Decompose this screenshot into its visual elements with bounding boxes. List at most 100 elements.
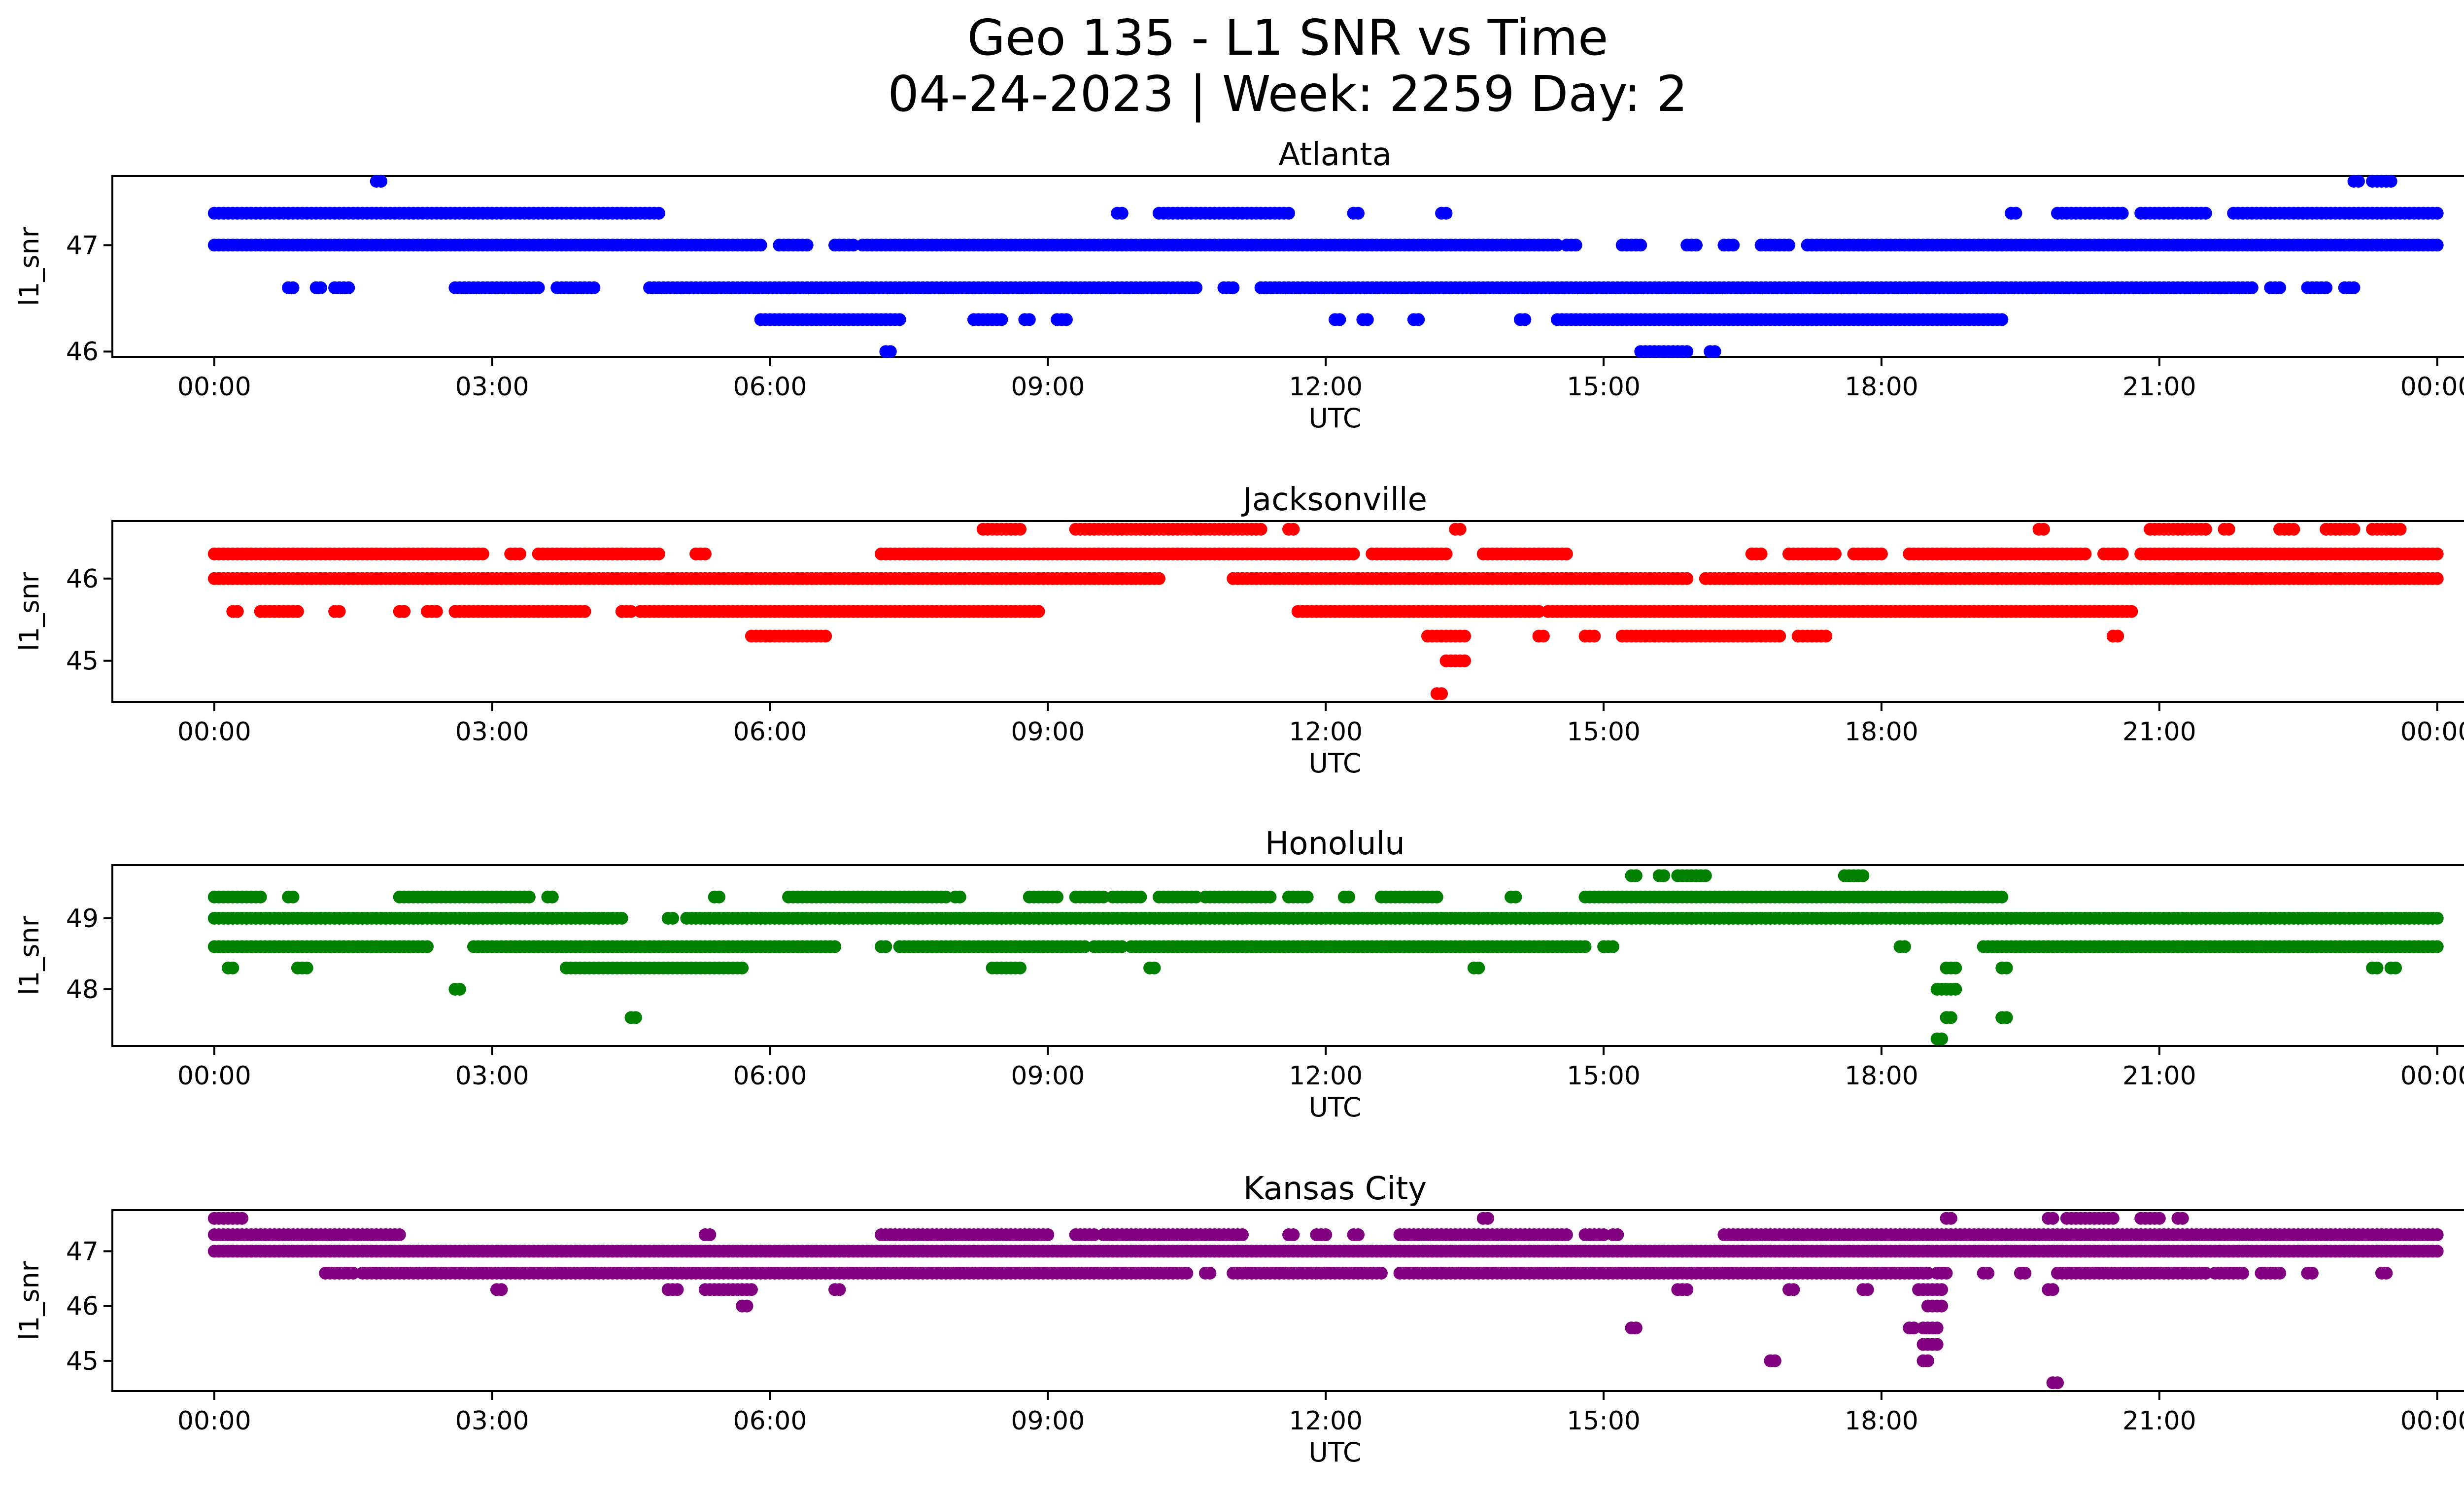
figure-subtitle: 04-24-2023 | Week: 2259 Day: 2 [888, 65, 1688, 123]
data-point [2347, 522, 2361, 536]
data-point [333, 605, 346, 618]
data-point [2125, 605, 2138, 618]
y-tick-label: 46 [66, 564, 99, 594]
data-point [893, 313, 906, 326]
data-point [2019, 1266, 2032, 1280]
data-point [847, 239, 860, 252]
x-tick-label: 03:00 [455, 717, 529, 747]
data-point [231, 605, 244, 618]
x-tick-label: 21:00 [2122, 372, 2196, 402]
data-point [1453, 522, 1467, 536]
data-point [393, 1228, 406, 1241]
x-tick-label: 06:00 [733, 372, 807, 402]
data-point [1518, 313, 1532, 326]
x-axis-ticks: 00:00 03:00 06:00 09:00 12:00 15:00 18:00 21:00… [177, 357, 2464, 402]
y-axis-ticks: 45 46 [66, 564, 112, 676]
data-point [2245, 281, 2259, 294]
data-point [828, 940, 841, 953]
data-point [1254, 522, 1267, 536]
data-point [1014, 522, 1027, 536]
x-tick-label: 00:00 [2400, 372, 2464, 402]
data-point [2347, 281, 2361, 294]
data-point [1995, 890, 2009, 904]
x-tick-label: 18:00 [1845, 1061, 1918, 1091]
data-point [629, 1011, 642, 1024]
data-point [1569, 239, 1582, 252]
data-point [286, 281, 300, 294]
data-point [1032, 605, 1045, 618]
plot-area [111, 520, 2464, 703]
data-point [2394, 522, 2407, 536]
x-tick-label: 03:00 [455, 372, 529, 402]
scatter-points [207, 1212, 2444, 1390]
data-point [1560, 547, 1573, 560]
y-axis-label: l1_snr [14, 226, 45, 306]
data-point [1611, 1228, 1624, 1241]
data-point [578, 605, 591, 618]
data-point [2430, 207, 2444, 220]
data-point [1180, 1266, 1194, 1280]
data-point [2305, 1266, 2319, 1280]
data-point [2430, 547, 2444, 560]
data-point [666, 911, 680, 925]
data-point [495, 1283, 508, 1296]
data-point [1819, 629, 1833, 643]
x-tick-label: 00:00 [177, 717, 251, 747]
data-point [1014, 961, 1027, 974]
data-point [1875, 547, 1888, 560]
subplot-honolulu: Honolulu 00:00 03:00 06:00 09:00 12:00 15:00 1… [14, 826, 2464, 1123]
data-point [1333, 313, 1346, 326]
data-point [1347, 547, 1360, 560]
data-point [1060, 313, 1073, 326]
data-point [532, 281, 545, 294]
data-point [1041, 1228, 1055, 1241]
data-point [1115, 207, 1129, 220]
x-tick-label: 00:00 [177, 372, 251, 402]
data-point [1319, 1228, 1333, 1241]
data-point [879, 940, 892, 953]
y-axis-label: l1_snr [14, 915, 45, 995]
subplot-title: Jacksonville [1241, 482, 1427, 518]
data-point [1509, 890, 1522, 904]
data-point [698, 547, 712, 560]
y-tick-label: 47 [66, 231, 99, 260]
data-point [2116, 547, 2129, 560]
data-point [2079, 547, 2092, 560]
data-point [314, 281, 327, 294]
data-point [1629, 869, 1643, 882]
x-tick-label: 12:00 [1289, 372, 1363, 402]
data-point [1551, 239, 1564, 252]
data-point [1458, 654, 1472, 667]
y-tick-label: 45 [66, 647, 99, 676]
x-tick-label: 09:00 [1011, 717, 1085, 747]
data-point [226, 961, 240, 974]
data-point [1537, 629, 1550, 643]
data-point [2384, 174, 2397, 188]
data-point [1995, 313, 2009, 326]
data-point [1439, 207, 1453, 220]
data-point [2352, 174, 2365, 188]
data-point [2236, 1266, 2249, 1280]
data-point [430, 605, 443, 618]
x-tick-label: 06:00 [733, 717, 807, 747]
data-point [375, 174, 388, 188]
data-point [953, 890, 966, 904]
x-tick-label: 00:00 [2400, 1061, 2464, 1091]
data-point [2430, 940, 2444, 953]
data-point [1352, 207, 1365, 220]
x-tick-label: 06:00 [733, 1061, 807, 1091]
data-point [300, 961, 313, 974]
data-point [2389, 961, 2402, 974]
data-point [342, 281, 355, 294]
data-point [2037, 522, 2050, 536]
data-point [1680, 572, 1694, 585]
data-point [754, 239, 767, 252]
x-axis-label: UTC [1308, 748, 1361, 779]
data-point [398, 605, 411, 618]
data-point [1708, 345, 1721, 358]
data-point [254, 890, 267, 904]
plot-area [111, 175, 2464, 358]
scatter-points [207, 522, 2444, 700]
